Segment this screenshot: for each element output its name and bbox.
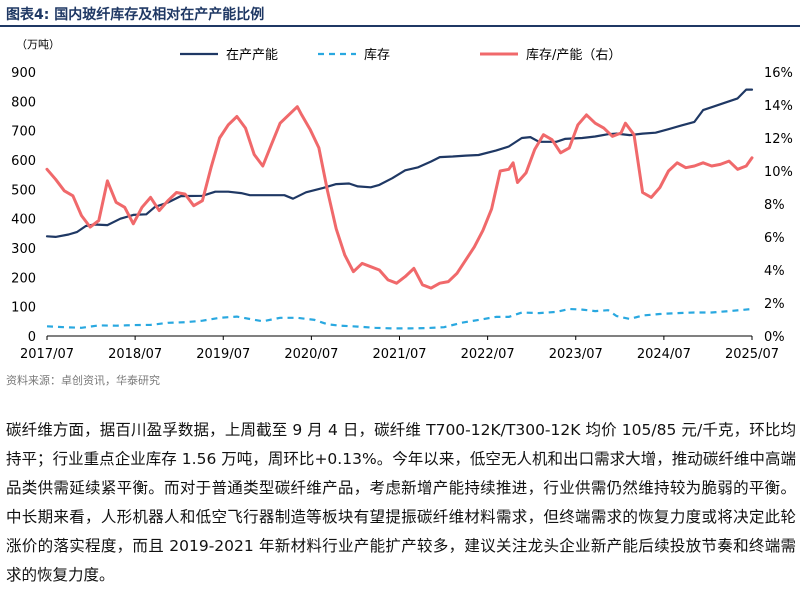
x-tick-label: 2023/07 — [549, 347, 603, 362]
legend: 在产产能 库存 库存/产能（右） — [180, 47, 621, 63]
x-tick-label: 2018/07 — [108, 347, 162, 362]
y-right-tick-label: 0% — [764, 330, 785, 345]
y-left-tick-label: 0 — [28, 330, 36, 345]
chart: （万吨） 在产产能 库存 库存/产能（右） 0 100 200 300 400 500 600 7… — [11, 38, 793, 362]
series-layer — [45, 88, 754, 330]
figure-title: 图表4: 国内玻纤库存及相对在产产能比例 — [6, 7, 265, 23]
x-tick-label: 2025/07 — [725, 347, 779, 362]
series-line-2 — [46, 307, 753, 330]
y-right-tick-label: 14% — [764, 99, 793, 114]
y-right-tick-label: 8% — [764, 198, 785, 213]
y-right-tick-label: 2% — [764, 297, 785, 312]
y-right-tick-label: 6% — [764, 231, 785, 246]
y-left-tick-label: 100 — [11, 301, 36, 316]
y-left-tick-label: 200 — [11, 271, 36, 286]
y-left-tick-label: 700 — [11, 125, 36, 140]
header-rule — [0, 25, 800, 27]
series-line-1 — [45, 88, 754, 238]
figure-header: 图表4: 国内玻纤库存及相对在产产能比例 — [0, 0, 800, 27]
x-tick-label: 2021/07 — [372, 347, 426, 362]
y-left-tick-label: 900 — [11, 66, 36, 81]
axes: 0 100 200 300 400 500 600 700 800 900 0% 2% 4% 6% 8% 10… — [11, 66, 793, 362]
y-left-tick-label: 500 — [11, 183, 36, 198]
figure-source: 资料来源：卓创资讯，华泰研究 — [6, 374, 160, 387]
body-paragraph: 碳纤维方面，据百川盈孚数据，上周截至 9 月 4 日，碳纤维 T700-12K/… — [6, 421, 796, 584]
y-right-tick-label: 12% — [764, 132, 793, 147]
y-left-tick-label: 800 — [11, 95, 36, 110]
x-tick-label: 2022/07 — [461, 347, 515, 362]
y-left-tick-label: 600 — [11, 154, 36, 169]
x-tick-label: 2024/07 — [637, 347, 691, 362]
series-line-3 — [45, 105, 754, 290]
legend-label-3: 库存/产能（右） — [526, 47, 621, 63]
y-right-tick-label: 4% — [764, 264, 785, 279]
y-right-tick-label: 16% — [764, 66, 793, 81]
x-tick-label: 2019/07 — [196, 347, 250, 362]
x-tick-label: 2020/07 — [284, 347, 338, 362]
x-tick-label: 2017/07 — [20, 347, 74, 362]
y-left-tick-label: 400 — [11, 213, 36, 228]
legend-label-2: 库存 — [364, 47, 390, 63]
y-unit-label: （万吨） — [16, 38, 60, 51]
y-left-tick-label: 300 — [11, 242, 36, 257]
y-right-tick-label: 10% — [764, 165, 793, 180]
legend-label-1: 在产产能 — [226, 48, 278, 63]
